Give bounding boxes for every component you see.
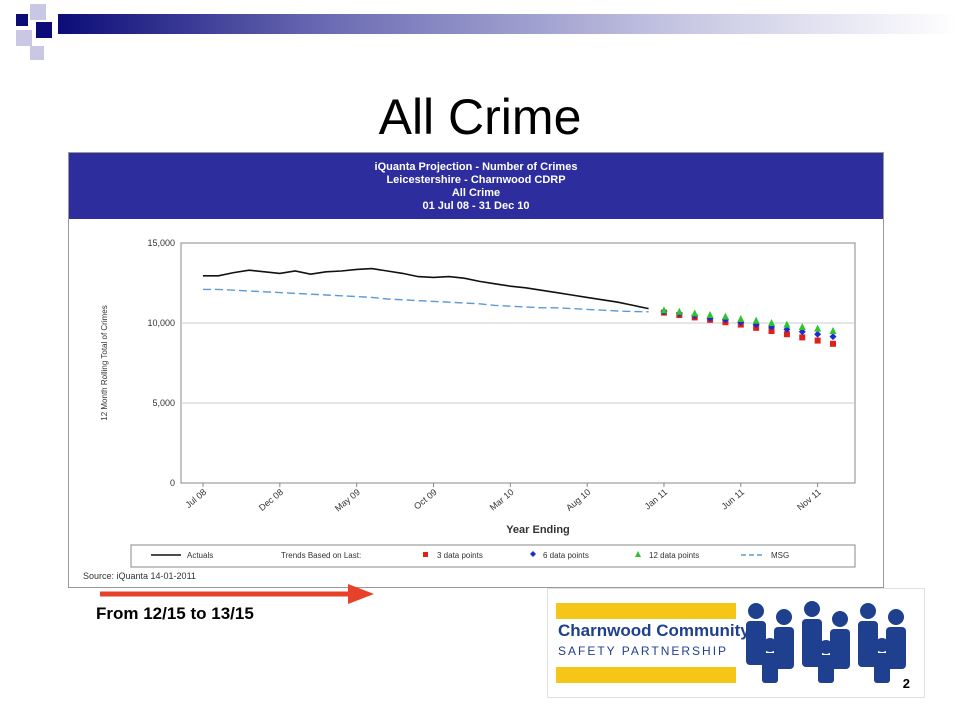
- trend-6-point: [783, 325, 791, 333]
- legend-trends-prefix: Trends Based on Last:: [281, 551, 361, 560]
- slide-title: All Crime: [378, 89, 582, 145]
- logo-stripe-top: [556, 603, 736, 619]
- deco-square: [30, 4, 46, 20]
- x-tick-label: Jun 11: [719, 487, 746, 512]
- chart-source: Source: iQuanta 14-01-2011: [83, 571, 196, 581]
- arrow-head: [348, 584, 374, 604]
- chart-title-line-3: All Crime: [451, 187, 501, 199]
- series-actuals-line: [203, 267, 649, 310]
- y-axis-label: 12 Month Rolling Total of Crimes: [100, 305, 109, 420]
- x-tick-label: Dec 08: [257, 487, 285, 513]
- chart-title-line-1: iQuanta Projection - Number of Crimes: [374, 161, 578, 173]
- y-tick-label: 15,000: [147, 238, 175, 248]
- trend-6-point: [829, 333, 837, 341]
- chart-title-banner: iQuanta Projection - Number of Crimes Le…: [69, 153, 883, 219]
- trend-3-point: [799, 334, 806, 341]
- trend-12-point: [768, 319, 776, 326]
- trend-6-point: [798, 328, 806, 336]
- header-gradient-bar: [58, 14, 958, 34]
- partnership-logo: Charnwood Community SAFETY PARTNERSHIP 2: [547, 588, 925, 698]
- trend-12-point: [706, 311, 714, 318]
- y-tick-label: 5,000: [152, 398, 175, 408]
- chart-plot: 0 5,000 10,000 15,000 Jul 08 Dec 08 May 09 Oct …: [100, 238, 856, 568]
- x-tick-label: Jan 11: [643, 487, 670, 512]
- y-tick-label: 10,000: [147, 318, 175, 328]
- legend-trend12-swatch: [635, 551, 641, 557]
- legend-trend3-label: 3 data points: [437, 551, 483, 560]
- deco-square: [30, 46, 44, 60]
- chart-title-line-2: Leicestershire - Charnwood CDRP: [386, 174, 566, 186]
- logo-stripe-bottom: [556, 667, 736, 683]
- trend-12-point: [752, 316, 760, 324]
- arrow-graphic: [100, 580, 380, 615]
- x-tick-label: May 09: [333, 487, 362, 514]
- trend-12-point: [798, 323, 806, 330]
- y-tick-label: 0: [170, 478, 175, 488]
- trend-6-point: [721, 316, 729, 324]
- trend-12-point: [783, 320, 791, 328]
- trend-12-point: [814, 324, 822, 332]
- legend-box: [130, 544, 856, 568]
- legend-trend6-swatch: [530, 551, 536, 557]
- trend-3-point: [768, 328, 775, 334]
- trend-3-point: [783, 331, 790, 338]
- range-note: From 12/15 to 13/15: [96, 604, 254, 623]
- trend-12-point: [675, 307, 683, 315]
- page-number: 2: [902, 676, 910, 691]
- trend-3-point: [814, 337, 821, 344]
- deco-square: [16, 14, 28, 26]
- logo-text-line-1: Charnwood Community: [558, 621, 750, 640]
- legend-trend3-swatch: [423, 552, 428, 557]
- trend-3-point: [830, 340, 836, 347]
- x-tick-label: Nov 11: [795, 487, 823, 513]
- trend-12-point: [829, 327, 837, 334]
- people-graphic: [746, 601, 906, 683]
- legend-actuals-label: Actuals: [187, 551, 213, 560]
- deco-square: [36, 22, 52, 38]
- trend-12-point: [737, 315, 745, 322]
- trend-6-point: [814, 330, 822, 338]
- x-tick-label: Mar 10: [488, 487, 516, 513]
- x-axis-label: Year Ending: [506, 524, 570, 536]
- legend-msg-label: MSG: [771, 551, 789, 560]
- legend-trend12-label: 12 data points: [649, 551, 699, 560]
- logo-text-line-2: SAFETY PARTNERSHIP: [558, 644, 729, 658]
- legend-trend6-label: 6 data points: [543, 551, 589, 560]
- x-tick-label: Oct 09: [412, 487, 439, 512]
- trend-12-point: [721, 312, 729, 320]
- x-tick-label: Jul 08: [183, 487, 208, 510]
- trend-12-point: [660, 306, 668, 314]
- chart-title-line-4: 01 Jul 08 - 31 Dec 10: [422, 200, 530, 212]
- plot-area: [180, 242, 856, 484]
- deco-square: [16, 30, 32, 46]
- chart-frame: iQuanta Projection - Number of Crimes Le…: [68, 152, 884, 588]
- trend-12-point: [691, 309, 699, 317]
- series-msg-line: [203, 288, 649, 313]
- x-tick-label: Aug 10: [564, 487, 592, 513]
